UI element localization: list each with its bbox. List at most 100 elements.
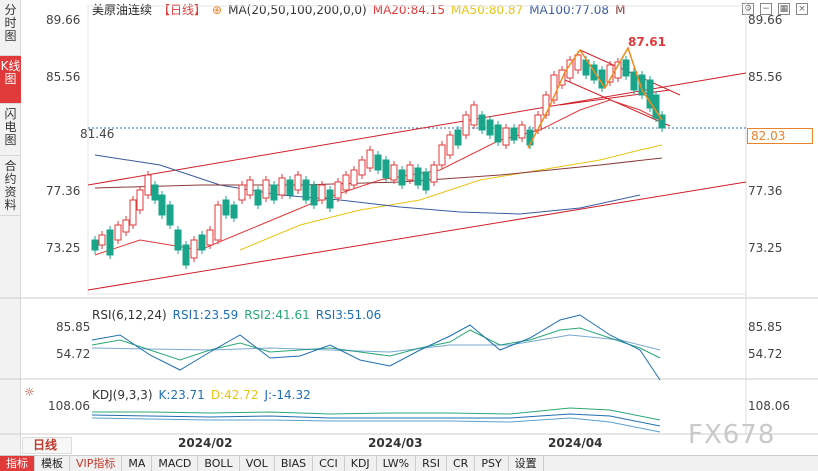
candle-body: [122, 219, 130, 233]
candle-body: [286, 179, 294, 196]
peak-label: 87.61: [628, 35, 666, 49]
tab-contract-info[interactable]: 合约资料: [0, 156, 21, 216]
left-sidebar: 分时图 K线图 闪电图 合约资料: [0, 0, 21, 455]
candle-body: [486, 119, 494, 136]
date-label-apr: 2024/04: [548, 436, 603, 450]
rsi3-line: [91, 334, 661, 353]
candle-body: [446, 134, 454, 156]
candle-body: [622, 59, 630, 77]
rsi-tick-54: 54.72: [748, 347, 783, 361]
tab-kline[interactable]: K线图: [0, 56, 21, 104]
kline-chart[interactable]: [0, 0, 818, 455]
channel-lower: [87, 181, 747, 291]
candle-body: [390, 164, 398, 181]
candle-body: [310, 184, 318, 206]
tab-timeshare[interactable]: 分时图: [0, 0, 21, 56]
candle-body: [106, 229, 114, 256]
kdj-tick-108: 108.06: [748, 399, 790, 413]
toolbar-vol[interactable]: VOL: [240, 456, 275, 471]
date-label-mar: 2024/03: [368, 436, 423, 450]
toolbar-psy[interactable]: PSY: [475, 456, 509, 471]
candle-body: [638, 74, 646, 96]
candle-body: [398, 169, 406, 186]
kdj-label: KDJ(9,3,3): [92, 388, 153, 402]
close-icon[interactable]: ×: [796, 3, 808, 15]
toolbar-rsi[interactable]: RSI: [416, 456, 447, 471]
kdj-d-value: D:42.72: [210, 388, 259, 402]
candle-body: [222, 199, 230, 216]
toolbar-vip[interactable]: VIP指标: [70, 456, 123, 471]
minimize-icon[interactable]: −: [760, 3, 772, 15]
candle-body: [366, 149, 374, 169]
toolbar-settings[interactable]: 设置: [509, 456, 544, 471]
toolbar-macd[interactable]: MACD: [152, 456, 199, 471]
toolbar-bias[interactable]: BIAS: [275, 456, 314, 471]
toolbar-indicators[interactable]: 指标: [0, 456, 35, 471]
candle-body: [278, 177, 286, 196]
kdj-header: KDJ(9,3,3) K:23.71 D:42.72 J:-14.32: [92, 388, 317, 402]
candle-body: [302, 179, 310, 201]
candle-body: [206, 229, 214, 246]
kdj-j-value: J:-14.32: [264, 388, 311, 402]
candle-body: [510, 127, 518, 141]
candle-body: [358, 159, 366, 176]
candle-body: [374, 154, 382, 171]
kdj-j-line: [91, 417, 661, 433]
settings-icon[interactable]: ⚙: [742, 3, 754, 15]
candle-body: [254, 189, 262, 206]
toolbar-cr[interactable]: CR: [447, 456, 476, 471]
candle-body: [270, 184, 278, 201]
rsi-tick-85-left: 85.85: [56, 320, 91, 334]
candle-body: [182, 244, 190, 266]
candle-body: [494, 124, 502, 143]
toolbar-boll[interactable]: BOLL: [198, 456, 240, 471]
candle-body: [574, 54, 582, 71]
kdj-tick-108-left: 108.06: [48, 399, 90, 413]
axis-tick-81-left: 81.46: [80, 127, 115, 141]
candle-body: [382, 159, 390, 179]
axis-tick-89-left: 89.66: [46, 13, 81, 27]
axis-tick-73: 73.25: [748, 241, 783, 255]
candle-body: [151, 184, 159, 201]
candle-body: [318, 184, 326, 201]
candle-body: [230, 204, 238, 219]
candle-body: [502, 127, 510, 146]
indicator-toolbar: 指标 模板 VIP指标 MA MACD BOLL VOL BIAS CCI KD…: [0, 455, 818, 471]
period-button[interactable]: 日线: [22, 437, 72, 454]
ma50-line: [239, 144, 663, 251]
kdj-d-line: [91, 413, 661, 427]
candle-body: [470, 104, 478, 126]
toolbar-cci[interactable]: CCI: [313, 456, 345, 471]
candle-body: [462, 114, 470, 136]
candle-body: [478, 114, 486, 131]
rsi-tick-54-left: 54.72: [56, 347, 91, 361]
toolbar-lw[interactable]: LW%: [377, 456, 417, 471]
candle-body: [144, 174, 152, 196]
candle-body: [342, 174, 350, 191]
sun-icon[interactable]: ☼: [24, 385, 35, 399]
candle-body: [166, 204, 174, 226]
candle-body: [198, 234, 206, 251]
toolbar-template[interactable]: 模板: [35, 456, 70, 471]
current-price-tag: 82.03: [747, 128, 813, 144]
candle-body: [158, 194, 166, 216]
axis-tick-85-left: 85.56: [46, 70, 81, 84]
candle-body: [406, 164, 414, 181]
candle-body: [326, 189, 334, 209]
candle-body: [136, 189, 144, 211]
add-icon[interactable]: ⊕: [212, 3, 223, 17]
rsi2-line: [91, 327, 661, 361]
tab-flash[interactable]: 闪电图: [0, 104, 21, 156]
toolbar-ma[interactable]: MA: [122, 456, 153, 471]
axis-tick-85: 85.56: [748, 70, 783, 84]
axis-tick-89: 89.66: [748, 13, 783, 27]
toolbar-kdj[interactable]: KDJ: [345, 456, 377, 471]
rsi-tick-85: 85.85: [748, 320, 783, 334]
candle-body: [518, 124, 526, 139]
candle-body: [414, 167, 422, 186]
candle-body: [550, 74, 558, 101]
candle-body: [214, 204, 222, 241]
axis-tick-77-left: 77.36: [46, 184, 81, 198]
grid-icon[interactable]: ▦: [778, 3, 790, 15]
rsi3-value: RSI3:51.06: [315, 308, 382, 322]
